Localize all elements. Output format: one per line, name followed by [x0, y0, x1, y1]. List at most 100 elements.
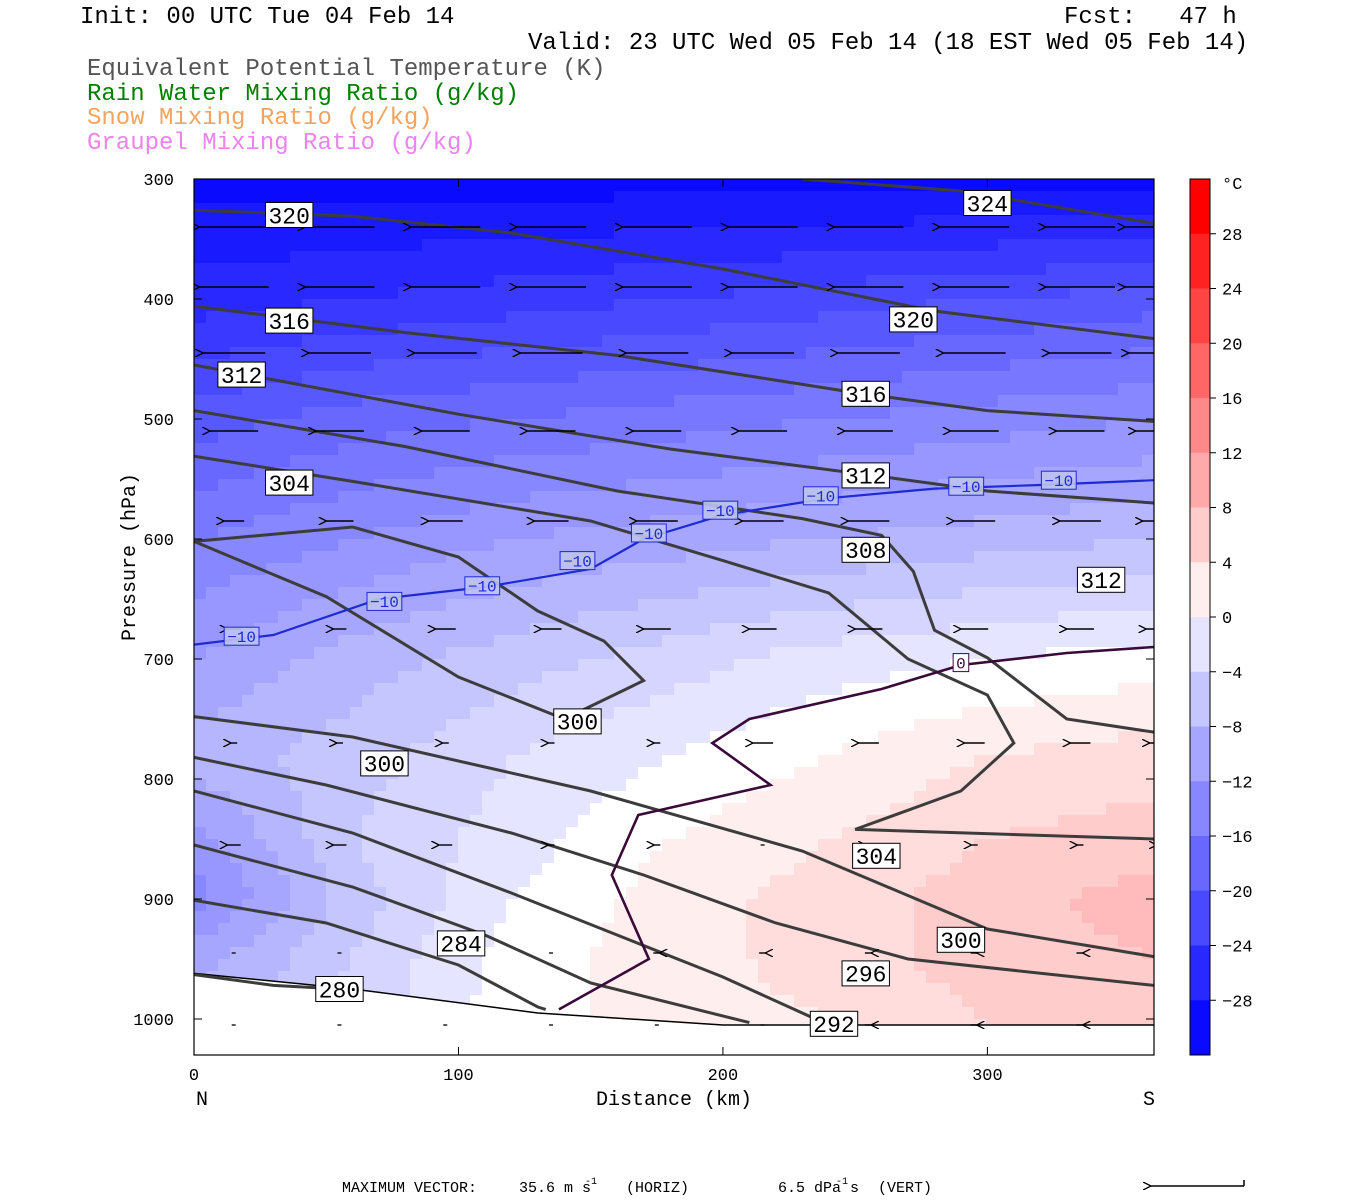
theta-e-contour [194, 525, 647, 721]
contour-label: 316 [265, 307, 314, 336]
colorbar-tick-label: 8 [1222, 501, 1232, 520]
theta-e-contour [194, 755, 1154, 987]
y-tick-label: 700 [143, 652, 174, 671]
contour-label: 300 [553, 708, 602, 737]
colorbar-bin [1190, 890, 1210, 946]
colorbar-bin [1190, 288, 1210, 344]
colorbar-tick-label: −16 [1222, 829, 1253, 848]
colorbar-bin [1190, 671, 1210, 727]
contour-label: −10 [702, 500, 739, 521]
legend-rain: Rain Water Mixing Ratio (g/kg) [87, 81, 520, 108]
theta-e-contour [194, 898, 547, 1011]
y-tick-label: 800 [143, 772, 174, 791]
x-tick-label: 300 [972, 1067, 1003, 1086]
colorbar-tick-label: 20 [1222, 336, 1242, 355]
contour-label: −10 [630, 523, 667, 544]
max-horiz-exponent: -1 [585, 1177, 597, 1188]
isotherm-zero [558, 645, 1154, 1011]
colorbar-tick-label: 12 [1222, 446, 1242, 465]
contour-label: 292 [809, 1010, 859, 1039]
theta-e-contour [194, 363, 1154, 505]
colorbar-bin [1190, 781, 1210, 837]
colorbar-tick-label: 16 [1222, 391, 1242, 410]
contour-label: 304 [852, 842, 901, 871]
contour-label: −10 [223, 626, 260, 647]
contour-label: 312 [217, 361, 266, 390]
theta-e-contour [194, 454, 1154, 841]
x-tick-label: 200 [708, 1067, 739, 1086]
y-tick-label: 1000 [133, 1012, 174, 1031]
colorbar-bin [1190, 562, 1210, 618]
colorbar-bin [1190, 945, 1210, 1001]
y-axis-label: Pressure (hPa) [119, 473, 142, 641]
temperature-fill [194, 179, 1154, 1055]
contour-label: −10 [559, 551, 596, 571]
x-left-end-label: N [196, 1089, 208, 1112]
legend-graupel: Graupel Mixing Ratio (g/kg) [87, 130, 476, 157]
colorbar-bin [1190, 179, 1210, 235]
colorbar-tick-label: −20 [1222, 884, 1253, 903]
theta-e-contour [194, 409, 1154, 734]
max-vert-exponent: -1 [836, 1177, 848, 1188]
contour-label: 284 [436, 930, 486, 959]
contour-label: 280 [315, 976, 364, 1004]
theta-e-contour [194, 208, 1154, 341]
contour-label: −10 [366, 591, 403, 612]
y-tick-label: 900 [143, 892, 174, 911]
axes: 300 400 500 600 700 800 900 1000 0 100 200 300 Dista… [119, 172, 1155, 1112]
contour-label: 312 [841, 462, 890, 491]
colorbar-bin [1190, 617, 1210, 673]
contour-label: 304 [265, 469, 314, 498]
colorbar-tick-label: −12 [1222, 774, 1253, 793]
contour-label: 308 [841, 536, 890, 565]
colorbar-bin [1190, 726, 1210, 782]
max-vert-value: 6.5 dPa s [778, 1180, 859, 1197]
legend-snow: Snow Mixing Ratio (g/kg) [87, 105, 433, 132]
forecast-hour: Fcst: 47 h [1064, 4, 1237, 31]
contour-label: 0 [952, 653, 970, 673]
theta-e-contour [194, 789, 830, 1027]
terrain-mask [194, 973, 1154, 1055]
max-vector-footer: MAXIMUM VECTOR: 35.6 m s-1 (HORIZ) 6.5 dPa … [342, 1177, 1245, 1197]
colorbar-bin [1190, 343, 1210, 399]
theta-e-contour [194, 304, 1154, 423]
init-time: Init: 00 UTC Tue 04 Feb 14 [80, 4, 455, 31]
colorbar-tick-label: −4 [1222, 665, 1242, 684]
contour-label: 296 [841, 960, 890, 989]
max-vector-label: MAXIMUM VECTOR: [342, 1180, 477, 1197]
colorbar-bin [1190, 233, 1210, 289]
valid-time: Valid: 23 UTC Wed 05 Feb 14 (18 EST Wed … [528, 30, 1249, 57]
contour-label: 320 [265, 202, 314, 230]
colorbar-tick-label: −28 [1222, 993, 1253, 1012]
y-tick-label: 600 [143, 532, 174, 551]
colorbar-bin [1190, 452, 1210, 508]
contour-label: 316 [841, 380, 890, 409]
contour-label: 300 [936, 926, 986, 955]
max-horiz-unit: (HORIZ) [626, 1180, 689, 1197]
colorbar-bin [1190, 398, 1210, 454]
colorbar-unit: °C [1222, 176, 1242, 195]
theta-e-contour [802, 179, 1154, 225]
colorbar: 28 24 20 16 12 8 4 0 −4 −8 −12 −16 −20 −24 −28 °C [1189, 176, 1253, 1056]
colorbar-bin [1190, 507, 1210, 563]
contour-label: −10 [948, 476, 985, 497]
colorbar-bin [1190, 836, 1210, 892]
contour-labels: 324 320 320 316 316 312 312 312 308 304 304 300 300 3… [217, 190, 1126, 1039]
contour-label: −10 [464, 576, 501, 597]
max-vert-unit: (VERT) [878, 1180, 932, 1197]
y-tick-label: 400 [143, 292, 174, 311]
contour-label: 320 [889, 306, 938, 335]
y-tick-label: 500 [143, 412, 174, 431]
colorbar-tick-label: −8 [1222, 720, 1242, 739]
y-tick-label: 300 [143, 172, 174, 191]
colorbar-tick-label: 28 [1222, 227, 1242, 246]
colorbar-tick-label: 24 [1222, 282, 1242, 301]
x-axis-label: Distance (km) [596, 1089, 752, 1112]
contour-label: 312 [1076, 566, 1126, 595]
x-right-end-label: S [1143, 1089, 1155, 1112]
theta-e-contour [194, 715, 1154, 959]
wind-vectors [199, 227, 1154, 1025]
max-horiz-value: 35.6 m s [519, 1180, 591, 1197]
contour-label: 300 [360, 750, 409, 779]
